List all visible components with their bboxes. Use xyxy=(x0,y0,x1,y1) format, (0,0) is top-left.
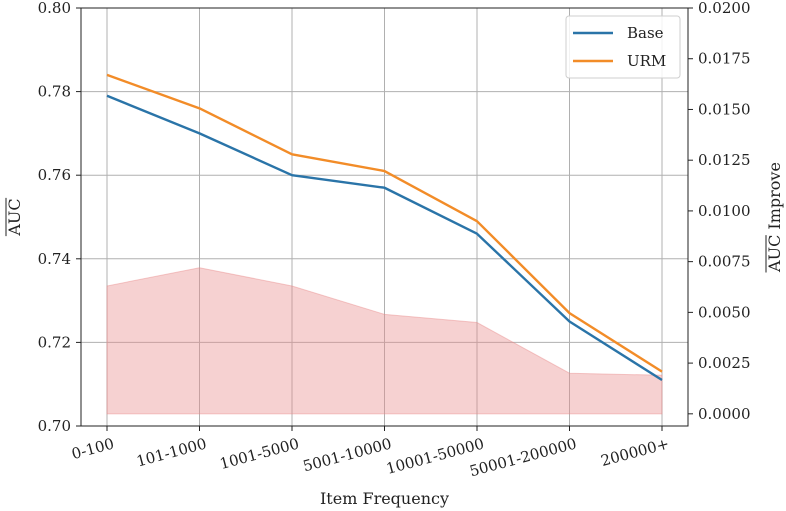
right-y-axis-label: AUC Improve xyxy=(765,162,784,273)
left-tick-label: 0.70 xyxy=(38,417,71,435)
right-tick-label: 0.0100 xyxy=(698,202,751,220)
left-y-axis-label-group: AUC xyxy=(5,197,24,237)
x-tick-label: 1001-5000 xyxy=(218,434,301,472)
right-tick-label: 0.0050 xyxy=(698,303,751,321)
right-tick-label: 0.0025 xyxy=(698,354,751,372)
left-y-axis-label: AUC xyxy=(5,198,24,236)
legend-label-urm: URM xyxy=(627,52,666,70)
x-tick-label: 0-100 xyxy=(70,434,116,463)
series-line-urm xyxy=(106,73,663,373)
right-tick-label: 0.0125 xyxy=(698,151,751,169)
legend-box xyxy=(565,15,681,79)
right-tick-label: 0.0075 xyxy=(698,253,751,271)
right-tick-label: 0.0150 xyxy=(698,100,751,118)
right-tick-label: 0.0175 xyxy=(698,50,751,68)
improvement-area xyxy=(106,267,663,415)
series-layer xyxy=(106,73,663,382)
left-tick-label: 0.74 xyxy=(38,250,71,268)
right-y-axis: 0.0000 0.0025 0.0050 0.0075 0.0100 0.0125 0.01… xyxy=(688,0,751,423)
right-tick-label: 0.0200 xyxy=(698,0,751,17)
right-y-axis-label-group: AUC Improve xyxy=(765,162,784,273)
left-tick-label: 0.78 xyxy=(38,83,71,101)
x-axis: 0-100 101-1000 1001-5000 5001-1000010001-50… xyxy=(70,426,671,480)
right-tick-label: 0.0000 xyxy=(698,405,751,423)
left-tick-label: 0.76 xyxy=(38,166,71,184)
x-axis-label: Item Frequency xyxy=(320,489,449,508)
x-tick-label: 5001-10000 xyxy=(301,434,394,475)
left-tick-label: 0.80 xyxy=(38,0,71,17)
improvement-area-layer xyxy=(106,267,663,415)
legend: Base URM xyxy=(565,15,681,79)
series-line-base xyxy=(106,94,663,382)
x-tick-label: 200000+ xyxy=(599,434,671,469)
x-tick-label: 101-1000 xyxy=(134,434,208,470)
right-y-axis-label-suffix: Improve xyxy=(765,162,784,235)
right-y-axis-label-main: AUC xyxy=(765,235,784,273)
legend-label-base: Base xyxy=(627,24,664,42)
x-tick-label: 50001-200000 xyxy=(468,434,579,480)
left-y-axis: 0.70 0.72 0.74 0.76 0.78 0.80 xyxy=(38,0,81,435)
left-tick-label: 0.72 xyxy=(38,333,71,351)
